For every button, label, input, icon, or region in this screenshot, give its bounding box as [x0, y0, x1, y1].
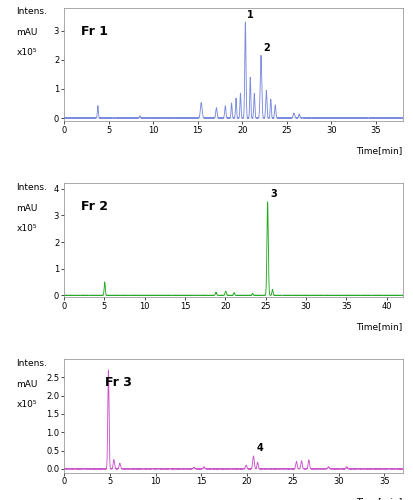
Text: 1: 1: [247, 10, 254, 20]
Text: Intens.: Intens.: [17, 359, 47, 368]
Text: mAU: mAU: [17, 204, 38, 212]
Text: 2: 2: [263, 43, 271, 53]
Text: Time[min]: Time[min]: [356, 146, 403, 155]
Text: Fr 2: Fr 2: [81, 200, 108, 213]
Text: Intens.: Intens.: [17, 8, 47, 16]
Text: mAU: mAU: [17, 28, 38, 37]
Text: x10⁵: x10⁵: [17, 400, 37, 409]
Text: 4: 4: [256, 443, 263, 453]
Text: Intens.: Intens.: [17, 184, 47, 192]
Text: Time[min]: Time[min]: [356, 498, 403, 500]
Text: x10⁵: x10⁵: [17, 224, 37, 233]
Text: Fr 1: Fr 1: [81, 24, 108, 38]
Text: Fr 3: Fr 3: [104, 376, 131, 389]
Text: 3: 3: [270, 190, 277, 200]
Text: mAU: mAU: [17, 380, 38, 388]
Text: x10⁵: x10⁵: [17, 48, 37, 58]
Text: Time[min]: Time[min]: [356, 322, 403, 330]
